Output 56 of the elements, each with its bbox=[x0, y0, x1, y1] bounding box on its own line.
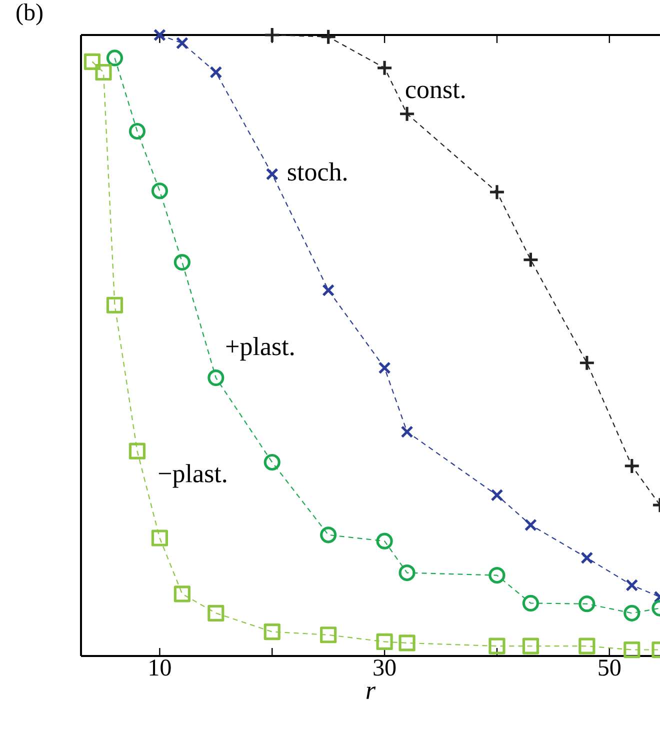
point bbox=[578, 354, 596, 372]
point bbox=[210, 66, 222, 79]
point bbox=[378, 362, 391, 374]
point bbox=[84, 53, 101, 70]
point bbox=[488, 184, 506, 200]
point bbox=[208, 369, 224, 386]
point bbox=[524, 518, 537, 532]
point bbox=[106, 296, 124, 314]
point bbox=[580, 552, 594, 564]
point bbox=[398, 106, 416, 122]
point bbox=[128, 122, 146, 140]
series-label: +plast. bbox=[226, 337, 294, 361]
point bbox=[624, 641, 640, 658]
point bbox=[151, 530, 168, 546]
x-tick-label: 50 bbox=[598, 660, 620, 676]
point bbox=[266, 168, 278, 180]
text: (b) bbox=[16, 4, 42, 26]
x-axis-title: r bbox=[366, 686, 376, 699]
x-tick-label: 10 bbox=[150, 660, 171, 676]
point bbox=[398, 634, 416, 652]
point bbox=[624, 604, 640, 622]
point bbox=[488, 638, 506, 654]
series-label: −plast. bbox=[158, 464, 226, 488]
point bbox=[376, 633, 393, 650]
point bbox=[264, 623, 280, 640]
point bbox=[488, 566, 506, 584]
point bbox=[398, 564, 416, 582]
point bbox=[624, 458, 640, 474]
series-label: const. bbox=[406, 83, 465, 98]
point bbox=[174, 254, 190, 271]
point bbox=[322, 284, 335, 296]
point bbox=[490, 488, 504, 502]
point bbox=[578, 596, 596, 612]
point bbox=[320, 28, 337, 46]
point bbox=[522, 252, 540, 268]
point bbox=[400, 426, 414, 438]
point bbox=[320, 626, 337, 644]
series-label: stoch. bbox=[288, 162, 347, 181]
point bbox=[208, 604, 224, 622]
point bbox=[376, 60, 393, 76]
point bbox=[128, 442, 146, 460]
point bbox=[626, 578, 638, 592]
point bbox=[320, 526, 337, 544]
point bbox=[522, 638, 540, 654]
point bbox=[264, 26, 280, 44]
point bbox=[106, 50, 124, 66]
point bbox=[95, 64, 112, 81]
point bbox=[522, 594, 540, 612]
point bbox=[153, 28, 166, 42]
point bbox=[176, 36, 188, 50]
point bbox=[376, 532, 393, 550]
point bbox=[264, 454, 280, 471]
point bbox=[151, 182, 168, 200]
x-tick-label: 30 bbox=[374, 660, 396, 676]
point bbox=[174, 586, 190, 602]
point bbox=[578, 638, 596, 654]
